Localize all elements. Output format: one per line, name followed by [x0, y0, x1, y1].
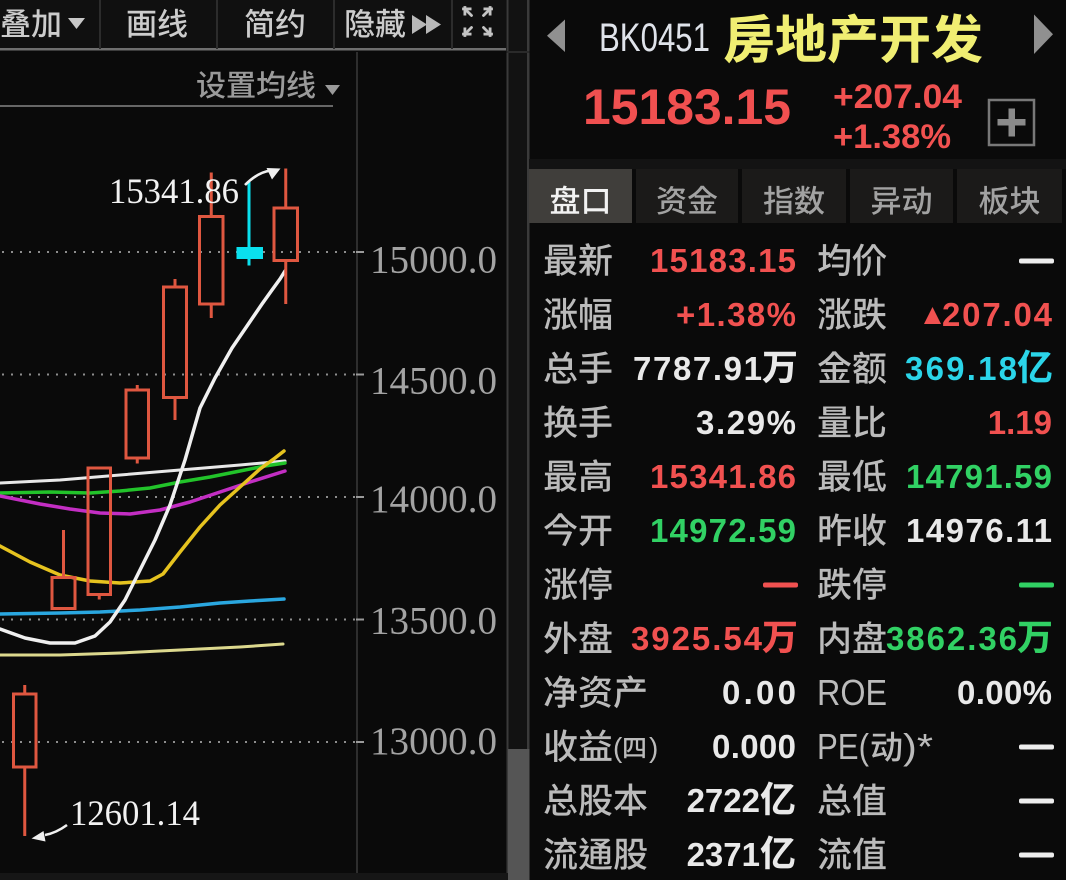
svg-text:15341.86: 15341.86	[650, 458, 796, 495]
svg-text:)*: )*	[903, 726, 933, 767]
svg-text:PE(: PE(	[817, 726, 869, 767]
svg-text:3862.36: 3862.36	[886, 620, 1017, 657]
svg-text:15000.0: 15000.0	[370, 239, 497, 282]
svg-text:2722: 2722	[687, 782, 760, 819]
svg-text:14500.0: 14500.0	[370, 360, 497, 403]
svg-text:14972.59: 14972.59	[650, 512, 796, 549]
svg-text:2371: 2371	[687, 836, 760, 873]
svg-text:369.18: 369.18	[905, 350, 1017, 387]
svg-text:12601.14: 12601.14	[70, 793, 200, 833]
svg-text:13000.0: 13000.0	[370, 720, 497, 763]
svg-text:0.00: 0.00	[722, 674, 796, 711]
svg-text:+1.38%: +1.38%	[676, 296, 796, 333]
svg-text:3.29%: 3.29%	[696, 404, 796, 441]
svg-text:15341.86: 15341.86	[109, 171, 239, 211]
svg-text:14976.11: 14976.11	[906, 512, 1052, 549]
svg-text:ROE: ROE	[817, 672, 887, 713]
svg-text:1.19: 1.19	[988, 404, 1052, 441]
svg-text:15183.15: 15183.15	[583, 79, 791, 135]
svg-text:7787.91: 7787.91	[633, 350, 762, 387]
svg-text:14000.0: 14000.0	[370, 478, 497, 521]
svg-text:14791.59: 14791.59	[906, 458, 1052, 495]
svg-text:0.00%: 0.00%	[957, 674, 1052, 711]
svg-text:+207.04: +207.04	[833, 78, 962, 116]
svg-text:+1.38%: +1.38%	[833, 118, 951, 156]
svg-text:0.000: 0.000	[712, 728, 796, 765]
svg-text:3925.54: 3925.54	[631, 620, 763, 657]
svg-text:(: (	[613, 732, 623, 763]
svg-text:BK0451: BK0451	[599, 16, 710, 60]
svg-text:15183.15: 15183.15	[650, 242, 796, 279]
svg-text:): )	[649, 732, 658, 763]
svg-text:13500.0: 13500.0	[370, 600, 497, 643]
svg-text:207.04: 207.04	[942, 296, 1053, 333]
